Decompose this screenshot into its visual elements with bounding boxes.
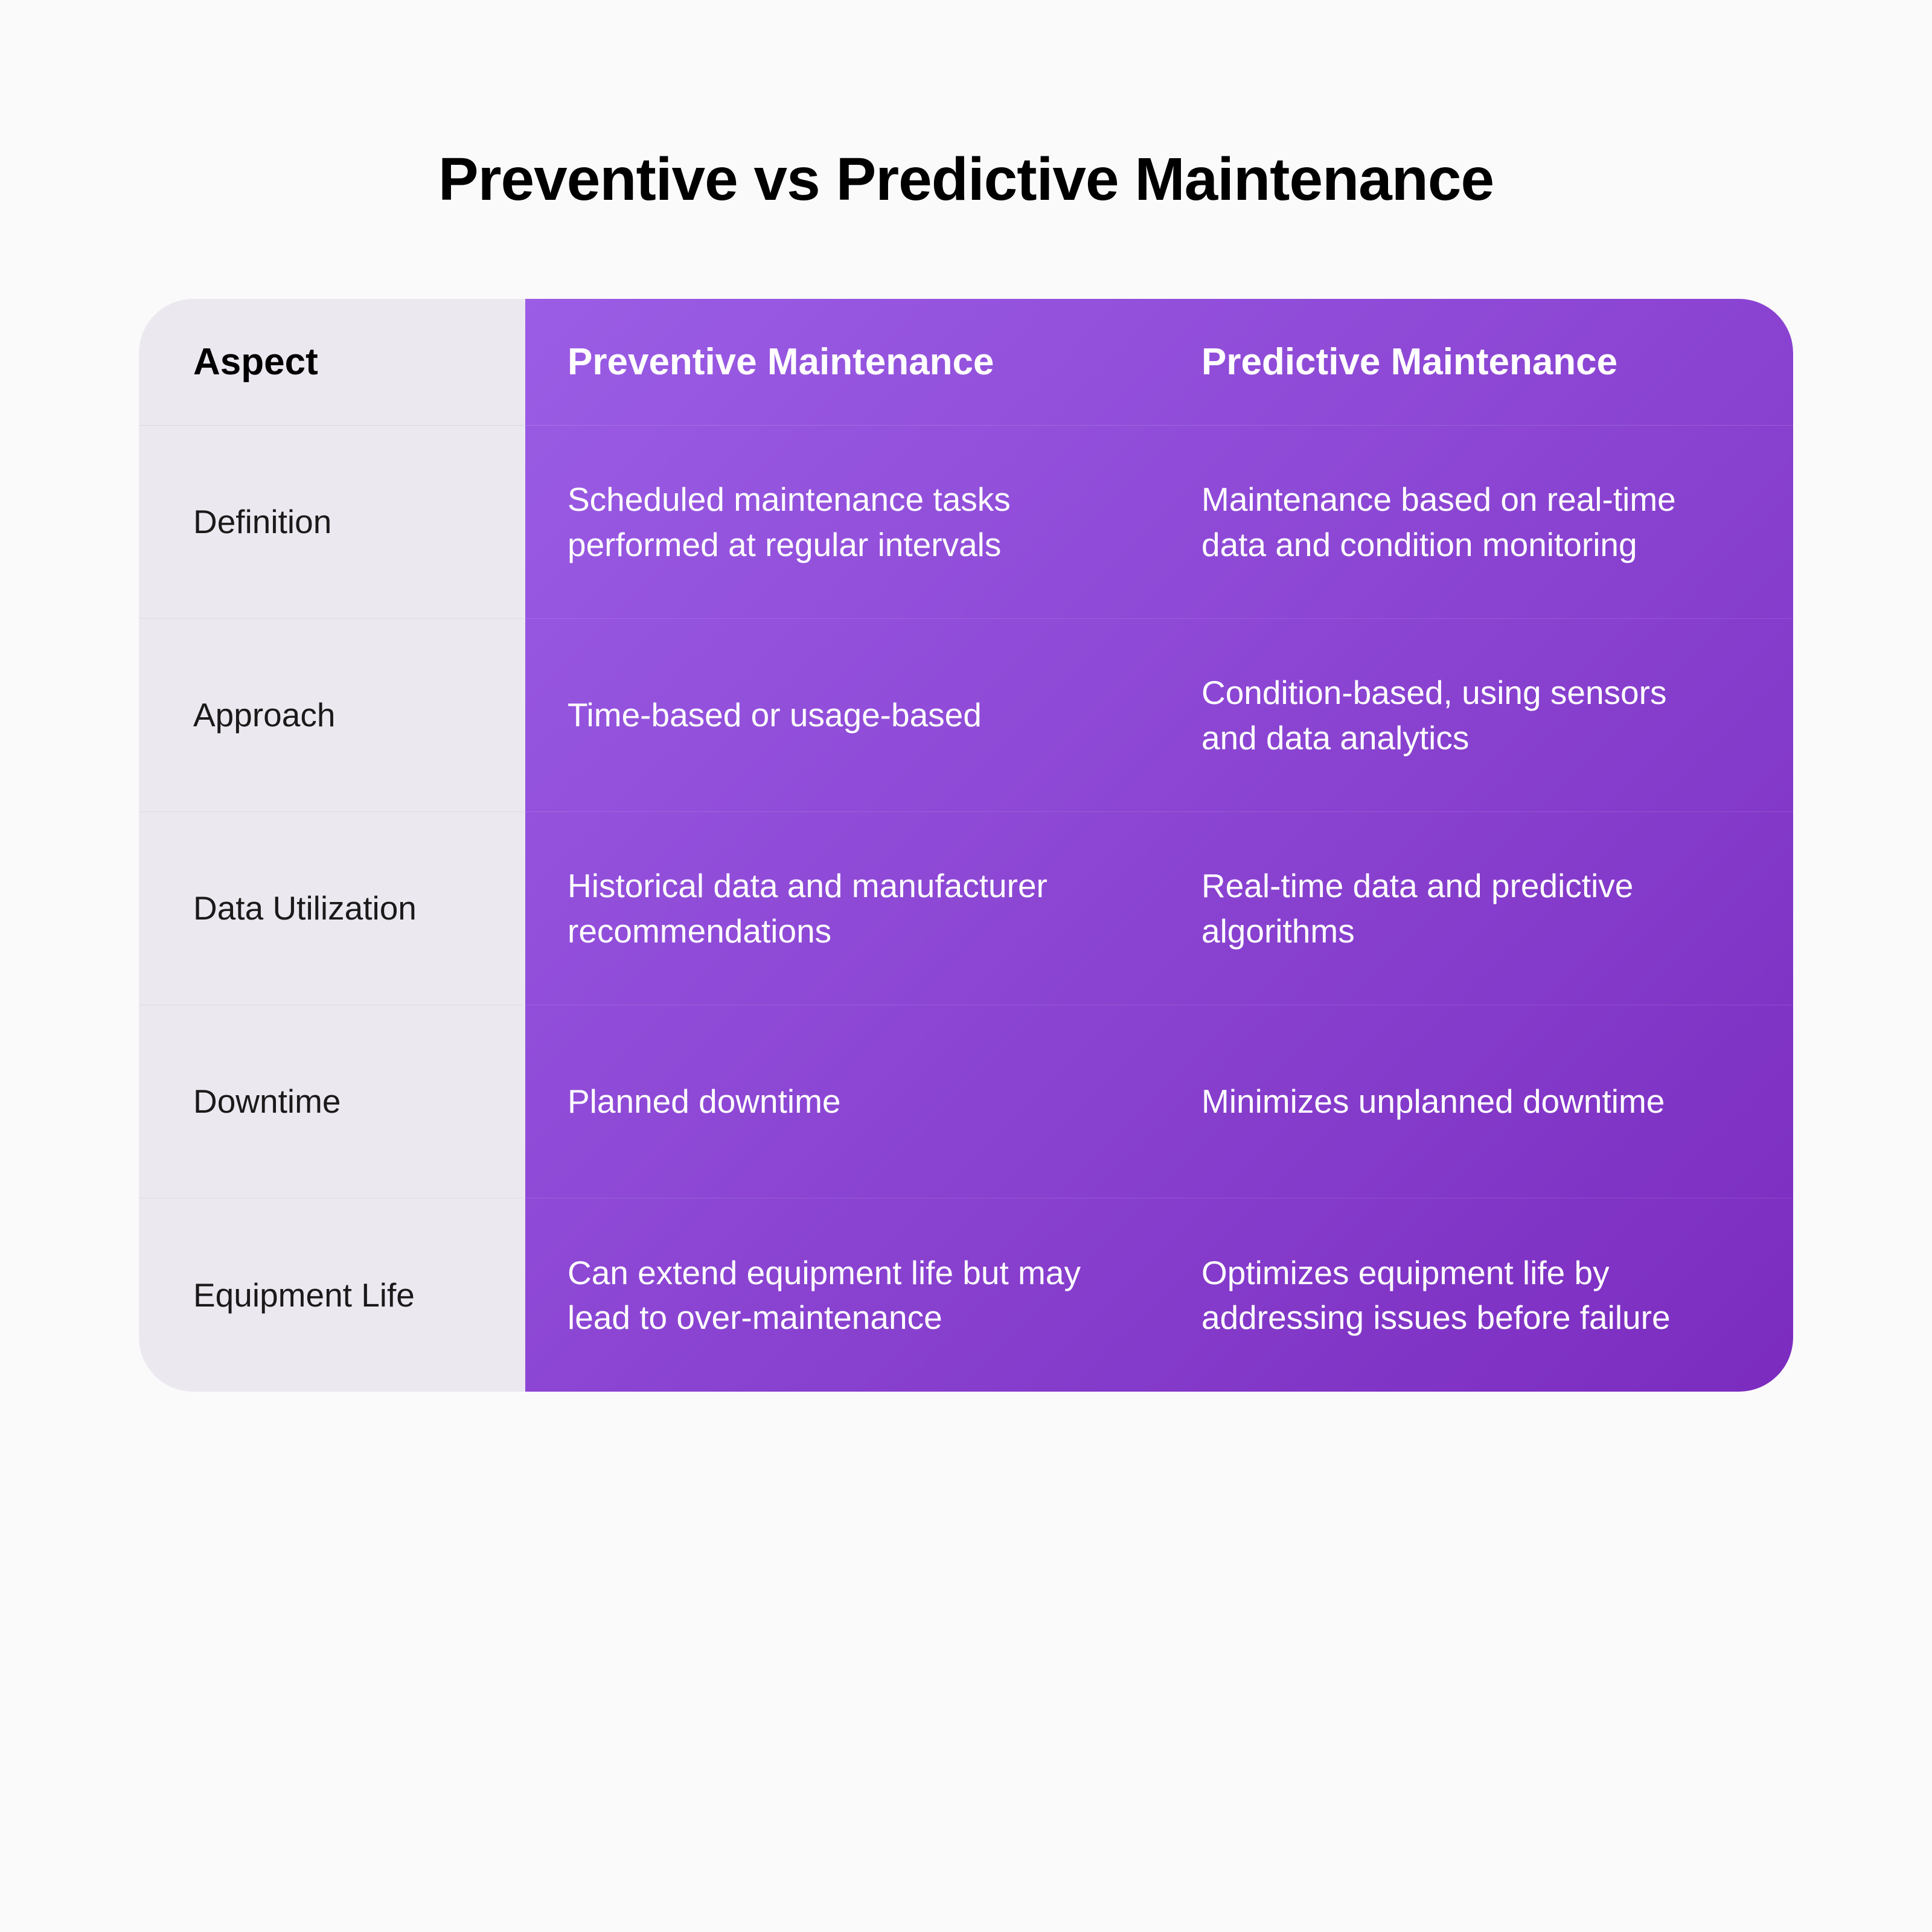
aspect-column: Aspect Definition Approach Data Utilizat… (139, 299, 525, 1392)
predictive-cell: Maintenance based on real-time data and … (1159, 426, 1793, 619)
predictive-column: Predictive Maintenance Maintenance based… (1159, 299, 1793, 1392)
predictive-cell: Real-time data and predictive algorithms (1159, 812, 1793, 1005)
preventive-cell: Time-based or usage-based (525, 619, 1159, 812)
preventive-header: Preventive Maintenance (525, 299, 1159, 426)
predictive-header: Predictive Maintenance (1159, 299, 1793, 426)
preventive-cell: Can extend equipment life but may lead t… (525, 1198, 1159, 1392)
aspect-cell: Data Utilization (139, 812, 525, 1005)
comparison-table: Aspect Definition Approach Data Utilizat… (139, 299, 1793, 1392)
preventive-cell: Scheduled maintenance tasks performed at… (525, 426, 1159, 619)
aspect-cell: Approach (139, 619, 525, 812)
aspect-header: Aspect (139, 299, 525, 426)
preventive-cell: Planned downtime (525, 1005, 1159, 1198)
preventive-column: Preventive Maintenance Scheduled mainten… (525, 299, 1159, 1392)
aspect-cell: Downtime (139, 1005, 525, 1198)
page-title: Preventive vs Predictive Maintenance (438, 145, 1494, 214)
predictive-cell: Minimizes unplanned downtime (1159, 1005, 1793, 1198)
aspect-cell: Definition (139, 426, 525, 619)
predictive-cell: Condition-based, using sensors and data … (1159, 619, 1793, 812)
data-columns: Preventive Maintenance Scheduled mainten… (525, 299, 1793, 1392)
predictive-cell: Optimizes equipment life by addressing i… (1159, 1198, 1793, 1392)
aspect-cell: Equipment Life (139, 1198, 525, 1392)
preventive-cell: Historical data and manufacturer recomme… (525, 812, 1159, 1005)
